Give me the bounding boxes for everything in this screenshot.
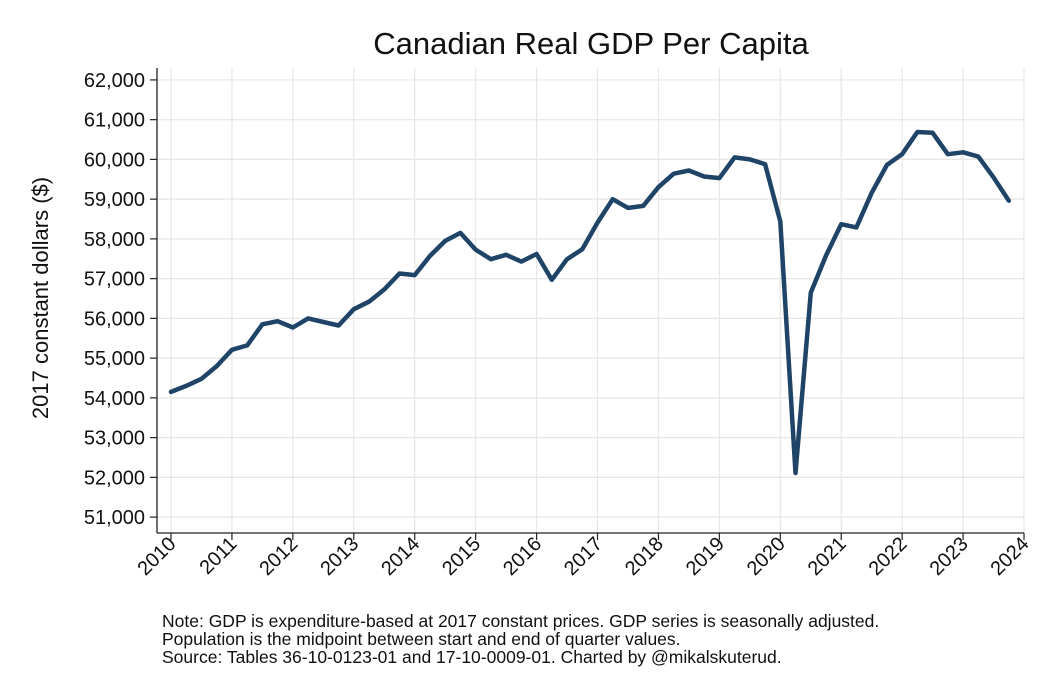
y-tick-label: 58,000 xyxy=(84,229,145,251)
data-point xyxy=(703,175,705,178)
data-point xyxy=(444,240,447,242)
data-point xyxy=(566,258,568,261)
data-point xyxy=(535,253,538,255)
y-tick-label: 59,000 xyxy=(84,189,145,211)
note-line-3: Source: Tables 36-10-0123-01 and 17-10-0… xyxy=(162,647,782,667)
y-tick-label: 52,000 xyxy=(84,467,145,489)
data-point xyxy=(962,151,964,154)
data-point xyxy=(931,132,934,134)
data-point xyxy=(977,155,980,158)
data-point xyxy=(383,288,386,291)
series-line xyxy=(168,129,1012,476)
line-chart: 2010 2011 2012 2013 2014 2015 2016 2017 2018 2019… xyxy=(28,68,1034,580)
chart-notes: Note: GDP is expenditure-based at 2017 c… xyxy=(162,612,879,666)
data-point xyxy=(368,300,370,303)
data-point xyxy=(215,365,218,367)
x-tick-label: 2018 xyxy=(621,533,668,580)
data-point xyxy=(398,272,401,275)
data-point xyxy=(307,317,309,320)
data-point xyxy=(429,255,431,257)
y-tick-label: 60,000 xyxy=(84,149,145,171)
y-tick-label: 62,000 xyxy=(84,70,145,92)
data-point xyxy=(916,131,919,133)
data-point xyxy=(337,324,340,327)
series-layer xyxy=(168,129,1012,476)
y-tick-label: 61,000 xyxy=(84,110,145,132)
x-tick-label: 2015 xyxy=(438,533,485,580)
x-tick-label: 2012 xyxy=(255,533,302,580)
data-point xyxy=(947,153,949,155)
data-point xyxy=(657,186,660,188)
data-point xyxy=(200,378,203,380)
data-point xyxy=(992,176,995,179)
data-point xyxy=(825,254,827,257)
x-tick-label: 2013 xyxy=(316,533,363,580)
data-point xyxy=(611,198,614,200)
x-tick-label: 2011 xyxy=(195,533,241,579)
data-point xyxy=(672,172,675,175)
y-tick-label: 57,000 xyxy=(84,269,145,291)
data-point xyxy=(886,164,888,166)
data-point xyxy=(459,232,462,234)
data-point xyxy=(292,326,294,329)
data-point xyxy=(764,163,766,165)
data-point xyxy=(581,248,584,250)
y-tick-label: 56,000 xyxy=(84,308,145,330)
data-point xyxy=(840,223,842,225)
chart-title: Canadian Real GDP Per Capita xyxy=(373,26,809,61)
data-point xyxy=(474,248,477,251)
data-point xyxy=(733,156,736,159)
data-point xyxy=(413,274,416,276)
data-point xyxy=(185,385,187,387)
gridlines xyxy=(157,68,1025,533)
data-point xyxy=(642,205,644,207)
data-point xyxy=(276,320,279,323)
y-tick-label: 55,000 xyxy=(84,348,145,370)
data-point xyxy=(246,344,248,347)
data-point xyxy=(1008,199,1010,202)
y-tick-label: 54,000 xyxy=(84,388,145,410)
data-point xyxy=(901,153,903,155)
data-point xyxy=(779,220,782,223)
data-point xyxy=(596,221,599,224)
data-point xyxy=(718,177,721,179)
data-point xyxy=(353,308,355,311)
data-point xyxy=(170,391,172,393)
data-point xyxy=(322,321,325,323)
data-point xyxy=(810,291,812,294)
data-point xyxy=(551,279,553,281)
data-point xyxy=(870,192,873,194)
y-tick-label: 51,000 xyxy=(84,507,145,529)
data-point xyxy=(794,472,797,474)
x-tick-label: 2016 xyxy=(499,533,546,580)
x-tick-label: 2022 xyxy=(865,533,912,580)
x-tick-label: 2020 xyxy=(743,533,790,580)
x-tick-label: 2019 xyxy=(682,533,729,580)
y-axis-label: 2017 constant dollars ($) xyxy=(28,177,53,419)
data-point xyxy=(231,349,233,351)
data-point xyxy=(855,226,858,229)
data-point xyxy=(490,258,492,261)
data-point xyxy=(520,260,523,263)
data-point xyxy=(749,158,751,161)
x-tick-label: 2021 xyxy=(804,533,851,580)
data-point xyxy=(688,169,690,172)
x-tick-label: 2023 xyxy=(926,533,973,580)
data-point xyxy=(505,254,507,256)
data-point xyxy=(627,207,629,209)
y-tick-label: 53,000 xyxy=(84,428,145,450)
data-point xyxy=(261,323,264,326)
x-tick-label: 2017 xyxy=(560,533,607,580)
note-line-1: Note: GDP is expenditure-based at 2017 c… xyxy=(162,611,880,631)
x-tick-label: 2010 xyxy=(134,533,181,580)
note-line-2: Population is the midpoint between start… xyxy=(162,629,681,649)
axes: 2010 2011 2012 2013 2014 2015 2016 2017 2018 2019… xyxy=(84,68,1034,580)
x-tick-label: 2014 xyxy=(377,533,424,580)
x-tick-label: 2024 xyxy=(987,533,1034,580)
